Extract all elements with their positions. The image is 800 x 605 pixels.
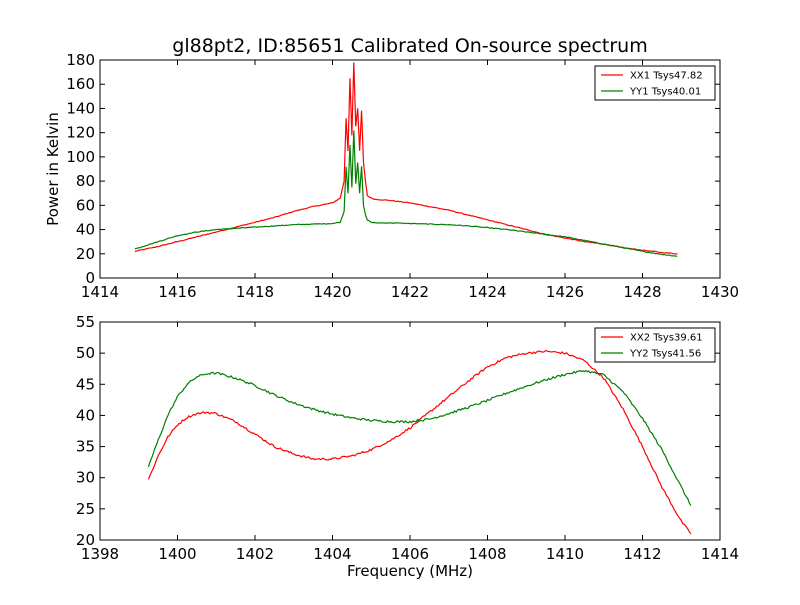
y-tick-label: 60 <box>76 196 95 214</box>
x-tick-label: 1414 <box>81 283 119 301</box>
x-tick-label: 1416 <box>158 283 196 301</box>
x-tick-label: 1400 <box>158 545 196 563</box>
panels: 1414 1416 1418 1420 1422 1424 1426 1428 1430 0 20 4… <box>44 51 739 580</box>
y-tick-label: 160 <box>66 75 95 93</box>
legend-1: XX1 Tsys47.82 YY1 Tsys40.01 <box>594 65 716 101</box>
series-line-2-2 <box>147 369 692 507</box>
x-tick-label: 1406 <box>391 545 429 563</box>
x-tick-label: 1408 <box>468 545 506 563</box>
panel-2: 1398 1400 1402 1404 1406 1408 1410 1412 1414 20 25… <box>76 313 739 580</box>
y-tick-label: 20 <box>76 531 95 549</box>
y-tick-label: 35 <box>76 438 95 456</box>
x-tick-label: 1398 <box>81 545 119 563</box>
y-tick-label: 40 <box>76 406 95 424</box>
y-tick-label: 45 <box>76 375 95 393</box>
x-tick-label: 1430 <box>701 283 739 301</box>
legend-box <box>594 65 716 101</box>
y-tick-label: 30 <box>76 469 95 487</box>
x-tick-label: 1426 <box>546 283 584 301</box>
legend-2: XX2 Tsys39.61 YY2 Tsys41.56 <box>594 327 716 363</box>
series-line-2-1 <box>147 349 692 535</box>
x-tick-label: 1428 <box>623 283 661 301</box>
x-tick-label: 1410 <box>546 545 584 563</box>
y-tick-label: 50 <box>76 344 95 362</box>
x-tick-label: 1422 <box>391 283 429 301</box>
x-axis-label: Frequency (MHz) <box>347 562 473 580</box>
y-tick-label: 0 <box>85 269 95 287</box>
series-line-1-1 <box>134 62 678 255</box>
y-tick-label: 180 <box>66 51 95 69</box>
x-tick-label: 1402 <box>236 545 274 563</box>
y-tick-label: 80 <box>76 172 95 190</box>
legend-label: XX2 Tsys39.61 <box>630 333 703 344</box>
x-tick-label: 1414 <box>701 545 739 563</box>
y-tick-label: 100 <box>66 148 95 166</box>
chart-title: gl88pt2, ID:85651 Calibrated On-source s… <box>172 35 647 57</box>
x-tick-label: 1418 <box>236 283 274 301</box>
legend-box <box>594 327 716 363</box>
legend-label: YY2 Tsys41.56 <box>629 349 701 360</box>
y-tick-label: 40 <box>76 221 95 239</box>
y-tick-label: 25 <box>76 500 95 518</box>
x-tick-label: 1424 <box>468 283 506 301</box>
legend-label: XX1 Tsys47.82 <box>630 71 703 82</box>
y-tick-label: 55 <box>76 313 95 331</box>
legend-label: YY1 Tsys40.01 <box>629 87 701 98</box>
y-axis-label: Power in Kelvin <box>44 112 62 226</box>
y-tick-label: 140 <box>66 99 95 117</box>
y-tick-label: 20 <box>76 245 95 263</box>
x-tick-label: 1404 <box>313 545 351 563</box>
x-tick-label: 1412 <box>623 545 661 563</box>
x-tick-label: 1420 <box>313 283 351 301</box>
y-tick-label: 120 <box>66 124 95 142</box>
series-line-1-2 <box>134 130 678 257</box>
panel-1: 1414 1416 1418 1420 1422 1424 1426 1428 1430 0 20 4… <box>44 51 739 301</box>
